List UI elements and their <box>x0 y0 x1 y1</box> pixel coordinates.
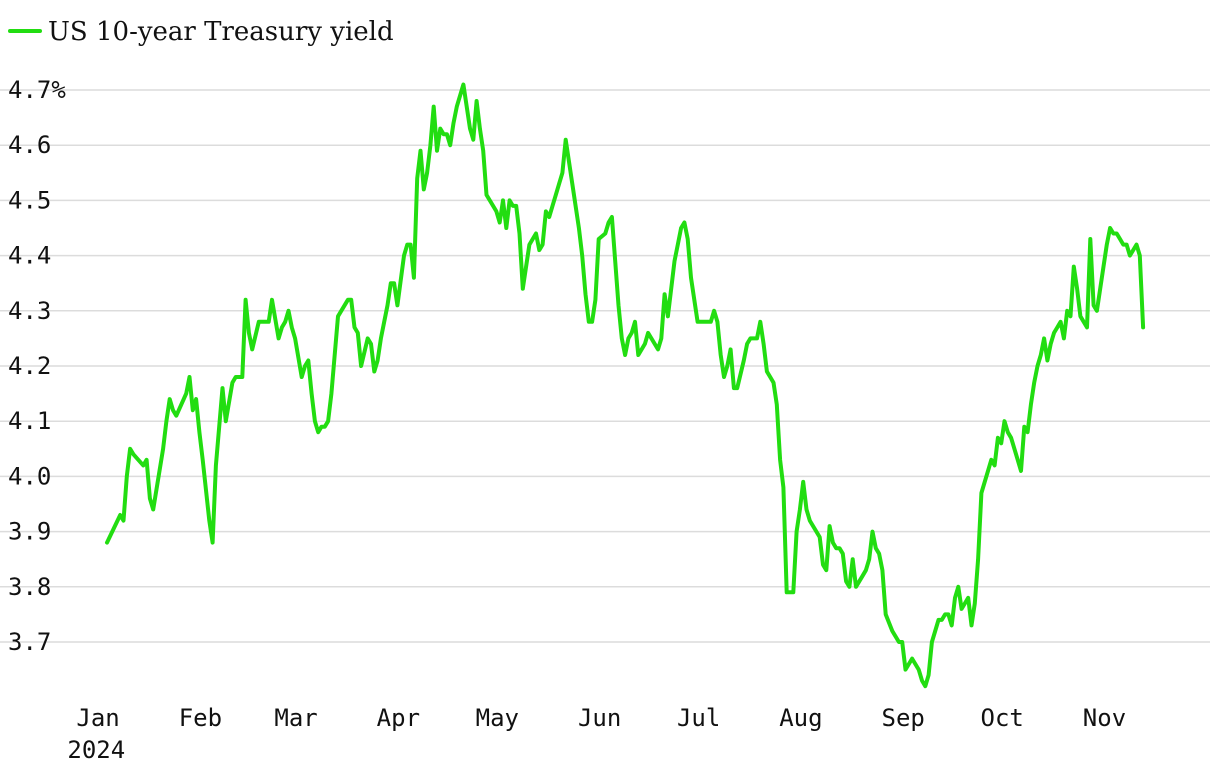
legend-label: US 10-year Treasury yield <box>48 17 394 47</box>
grid-lines <box>0 89 1210 643</box>
y-tick-label: 4.4 <box>8 242 51 270</box>
x-tick-label: Feb <box>179 704 222 732</box>
x-tick-label: Oct <box>981 704 1024 732</box>
y-tick-label: 3.8 <box>8 573 51 601</box>
x-tick-label: Apr <box>377 704 420 732</box>
x-tick-label: Aug <box>779 704 822 732</box>
x-tick-label: Mar <box>274 704 317 732</box>
x-tick-label: Nov <box>1083 704 1126 732</box>
x-tick-label: Jul <box>677 704 720 732</box>
x-axis-labels: Jan 2024 Feb Mar Apr May Jun Jul Aug Sep Oct Nov <box>67 704 1126 764</box>
x-tick-label: Jun <box>578 704 621 732</box>
y-tick-label: 4.3 <box>8 297 51 325</box>
y-tick-label: 4.1 <box>8 407 51 435</box>
x-tick-label: Sep <box>882 704 925 732</box>
y-tick-label: 4.2 <box>8 352 51 380</box>
y-tick-label: 4.6 <box>8 131 51 159</box>
x-tick-label: Jan <box>76 704 119 732</box>
series-line-us-10-year-treasury-yield <box>105 82 1146 689</box>
y-tick-label: 3.9 <box>8 518 51 546</box>
x-tick-label: May <box>476 704 519 732</box>
y-tick-label: 4.7% <box>8 76 66 104</box>
y-tick-label: 4.5 <box>8 186 51 214</box>
y-axis-labels: 4.7% 4.6 4.5 4.4 4.3 4.2 4.1 4.0 3.9 3.8 3.7 <box>8 76 66 656</box>
x-tick-sublabel: 2024 <box>67 736 125 764</box>
legend: US 10-year Treasury yield <box>8 17 394 47</box>
y-tick-label: 4.0 <box>8 462 51 490</box>
y-tick-label: 3.7 <box>8 628 51 656</box>
